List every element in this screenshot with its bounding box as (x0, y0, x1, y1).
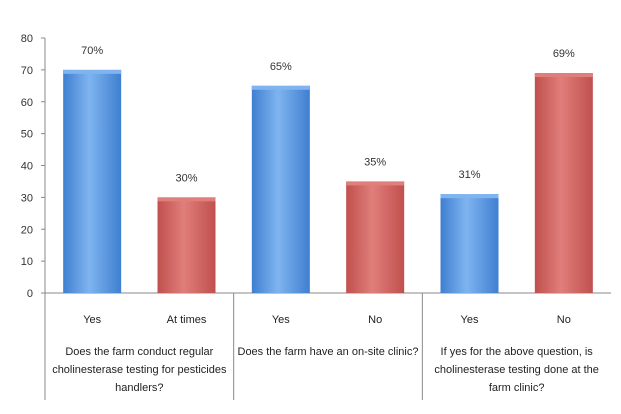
bar-at-times (157, 197, 216, 293)
group-question-label: Does the farm conduct regular (65, 346, 213, 358)
group-question-label: Does the farm have an on-site clinic? (238, 346, 419, 358)
category-label: No (368, 314, 382, 326)
bar-yes (63, 69, 122, 293)
category-labels: Yes At times Does the farm conduct regular… (52, 314, 599, 394)
y-tick-labels: 0 10 20 30 40 50 60 70 80 (21, 33, 45, 300)
data-labels: 70% 30% 65% 35% 31% 69% (81, 45, 575, 185)
data-label: 70% (81, 45, 103, 57)
bar-top-edge (63, 69, 122, 74)
y-tick-label: 40 (21, 161, 33, 173)
y-tick-label: 70 (21, 65, 33, 77)
data-label: 69% (553, 48, 575, 60)
bar-no (346, 181, 405, 293)
data-label: 65% (270, 61, 292, 73)
category-label: At times (167, 314, 207, 326)
group-question-label: farm clinic? (489, 382, 545, 394)
category-label: Yes (272, 314, 290, 326)
data-label: 31% (458, 169, 480, 181)
group-question-label: cholinesterase testing done at the (434, 364, 599, 376)
data-label: 35% (364, 156, 386, 168)
group-question-label: cholinesterase testing for pesticides (52, 364, 227, 376)
y-tick-label: 10 (21, 256, 33, 268)
bar-no (534, 73, 593, 293)
data-label: 30% (175, 172, 197, 184)
axes (44, 38, 611, 400)
y-tick-label: 80 (21, 33, 33, 45)
bars (63, 69, 593, 293)
group-question-label: If yes for the above question, is (441, 346, 594, 358)
bar-top-edge (251, 85, 310, 90)
category-label: Yes (83, 314, 101, 326)
bar-top-edge (346, 181, 405, 186)
bar-top-edge (157, 197, 216, 202)
y-tick-label: 60 (21, 97, 33, 109)
category-label: Yes (461, 314, 479, 326)
y-tick-label: 50 (21, 129, 33, 141)
y-tick-label: 20 (21, 224, 33, 236)
bar-top-edge (440, 194, 499, 199)
bar-yes (440, 194, 499, 293)
bar-yes (251, 85, 310, 293)
y-tick-label: 0 (27, 288, 33, 300)
y-tick-label: 30 (21, 192, 33, 204)
bar-top-edge (534, 73, 593, 78)
category-label: No (557, 314, 571, 326)
group-question-label: handlers? (115, 382, 163, 394)
